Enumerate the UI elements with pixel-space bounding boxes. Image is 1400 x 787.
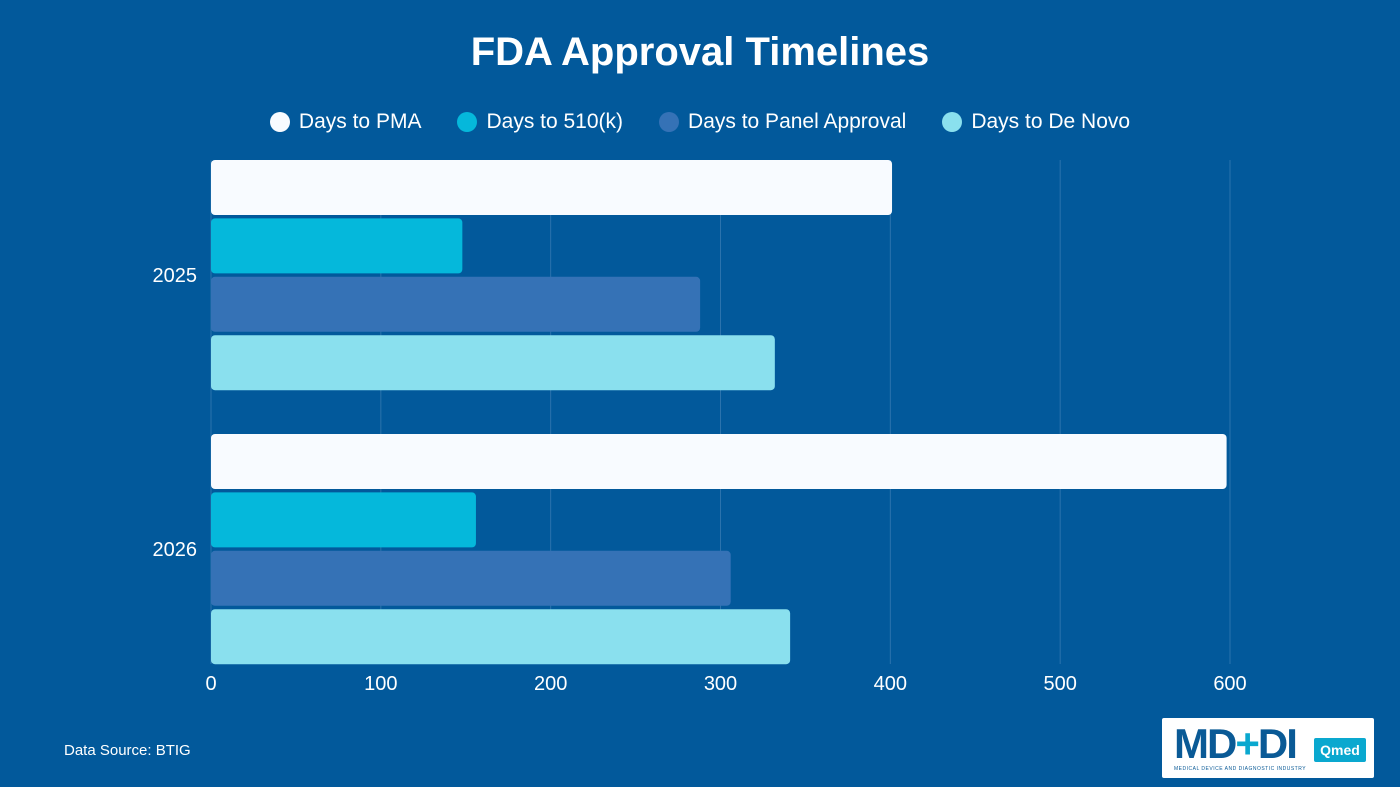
x-tick-label-500: 500 [1043,673,1076,695]
chart-legend: Days to PMA Days to 510(k) Days to Panel… [0,110,1400,134]
bar-2026-days-to-de-novo [211,609,791,665]
bar-2026-days-to-510-k- [211,492,476,548]
legend-item-de-novo: Days to De Novo [942,110,1130,134]
legend-label-de-novo: Days to De Novo [971,110,1131,133]
logo-plus: + [1235,720,1259,767]
logo-md: MD [1174,720,1237,767]
logo-wordmark: MD+DI [1174,720,1298,768]
bar-2026-days-to-panel-approval [211,550,731,606]
bar-2025-days-to-510-k- [211,218,463,274]
x-tick-label-600: 600 [1213,673,1246,695]
bar-2025-days-to-de-novo [211,335,775,391]
legend-swatch-panel-approval [659,112,680,132]
legend-swatch-de-novo [942,112,963,132]
x-tick-label-400: 400 [874,673,907,695]
logo-qmed-badge: Qmed [1314,738,1366,762]
bar-2025-days-to-panel-approval [211,276,701,332]
legend-label-510k: Days to 510(k) [486,110,624,133]
y-category-label-2025: 2025 [153,265,198,287]
legend-item-pma: Days to PMA [269,110,422,134]
x-tick-label-100: 100 [364,673,397,695]
legend-item-panel-approval: Days to Panel Approval [659,110,906,134]
x-tick-label-200: 200 [534,673,567,695]
legend-item-510k: Days to 510(k) [457,110,623,134]
logo-di: DI [1257,720,1298,767]
logo-subtitle: MEDICAL DEVICE AND DIAGNOSTIC INDUSTRY [1174,766,1307,772]
legend-swatch-510k [457,112,478,132]
legend-label-pma: Days to PMA [298,110,422,133]
bar-2026-days-to-pma [211,434,1227,489]
chart-title: FDA Approval Timelines [470,30,930,74]
x-tick-label-0: 0 [205,673,216,695]
data-source-note: Data Source: BTIG [64,742,191,759]
x-tick-label-300: 300 [704,673,737,695]
legend-swatch-pma [269,112,290,132]
bar-2025-days-to-pma [211,160,893,215]
legend-label-panel-approval: Days to Panel Approval [688,110,907,133]
mddi-logo: MD+DI Qmed MEDICAL DEVICE AND DIAGNOSTIC… [1162,718,1374,778]
y-category-label-2026: 2026 [153,539,198,561]
